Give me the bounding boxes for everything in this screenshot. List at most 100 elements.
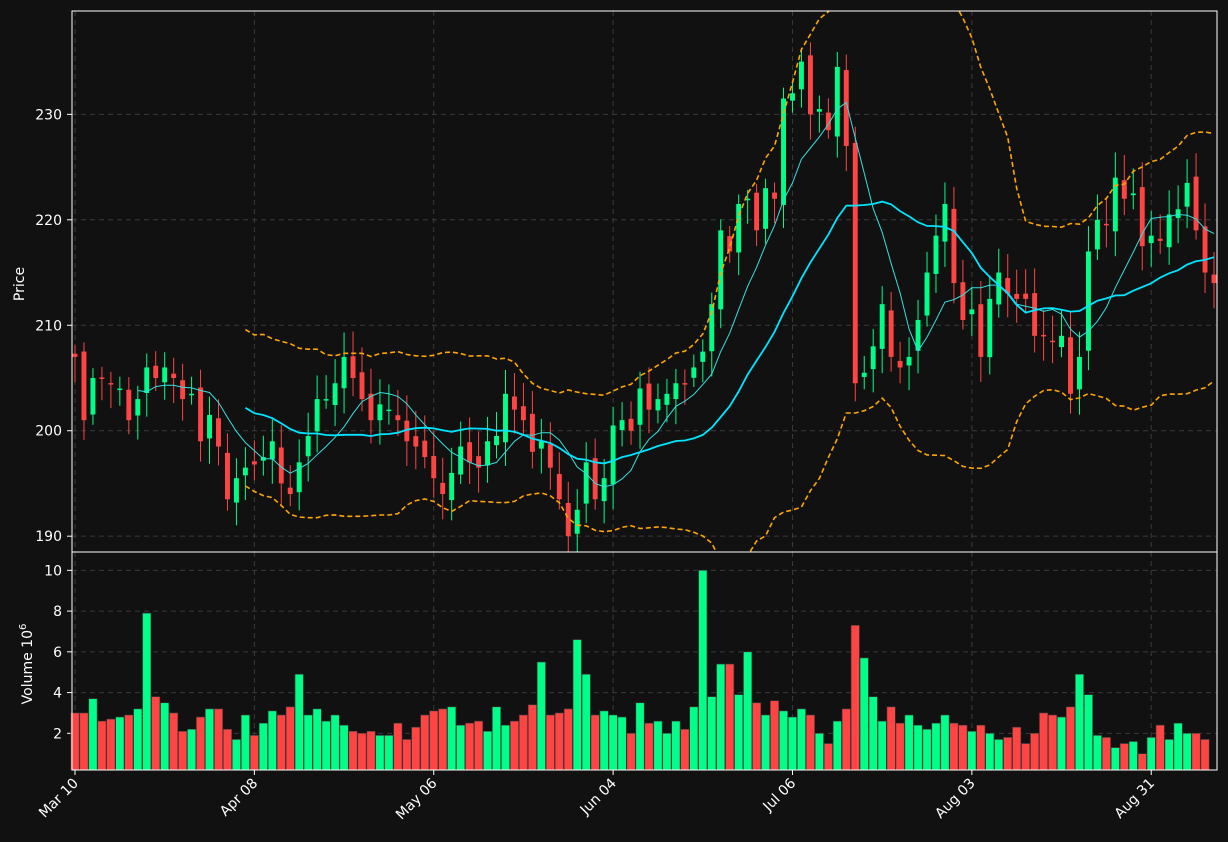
volume-bar — [841, 708, 851, 771]
candle-body — [81, 351, 87, 421]
candle-body — [915, 319, 921, 351]
volume-bar — [527, 704, 537, 771]
volume-bar — [644, 722, 654, 771]
volume-bar — [536, 661, 546, 771]
candle-body — [449, 472, 455, 501]
candle — [171, 357, 177, 404]
volume-bar — [518, 714, 528, 771]
volume-bar — [1021, 743, 1031, 771]
candle-body — [171, 373, 177, 378]
candle-body — [287, 487, 293, 494]
candle-body — [485, 441, 491, 466]
candle — [81, 342, 87, 440]
candle — [117, 376, 123, 406]
candle — [816, 95, 822, 133]
candle-body — [278, 447, 284, 484]
candle-body — [511, 396, 517, 410]
volume-bar — [258, 722, 268, 771]
volume-bar — [1039, 712, 1049, 771]
volume-bar — [814, 733, 824, 771]
volume-bar — [1003, 737, 1013, 771]
candle — [386, 384, 392, 425]
volume-bar — [1083, 694, 1093, 771]
volume-bar — [133, 708, 143, 771]
candle-body — [1041, 334, 1047, 337]
volume-bar — [779, 710, 788, 771]
candle-body — [1184, 182, 1190, 207]
volume-bar — [222, 728, 232, 771]
volume-bar — [240, 714, 250, 771]
candle — [242, 447, 248, 500]
volume-tick-label: 10 — [44, 563, 62, 579]
candle-body — [1005, 278, 1011, 294]
candle-body — [1166, 214, 1172, 248]
candle — [99, 366, 105, 401]
candle — [942, 182, 948, 267]
candle-body — [996, 272, 1002, 305]
volume-bar — [1074, 673, 1084, 771]
volume-bar — [1128, 741, 1138, 771]
candle — [996, 248, 1002, 318]
candle-body — [700, 351, 706, 362]
volume-bar — [402, 739, 412, 771]
candle — [485, 416, 491, 483]
volume-bar — [788, 716, 797, 771]
volume-bar — [994, 739, 1004, 771]
volume-bar — [438, 708, 448, 771]
candle — [1184, 159, 1190, 229]
candle — [503, 370, 508, 466]
candle-body — [781, 98, 786, 205]
candle-body — [834, 66, 840, 137]
volume-bar — [931, 722, 941, 771]
candle — [413, 410, 419, 470]
volume-bar — [384, 735, 394, 771]
price-panel: 190 200 210 220 230 — [35, 10, 1218, 553]
volume-bar — [196, 716, 206, 771]
volume-bar — [554, 712, 564, 771]
candle — [852, 126, 858, 402]
candle-body — [601, 478, 607, 502]
candle-body — [565, 502, 571, 537]
candle-body — [574, 509, 580, 534]
candle-body — [341, 356, 347, 389]
candle — [1211, 251, 1217, 309]
x-tick-label: May 06 — [393, 775, 441, 823]
candle-body — [144, 367, 150, 394]
candle-body — [933, 235, 939, 274]
volume-bar — [276, 714, 286, 771]
candle — [807, 42, 813, 140]
candle-body — [1202, 226, 1208, 273]
candle-body — [888, 310, 894, 357]
volume-bar — [1119, 743, 1129, 771]
candle — [476, 431, 482, 493]
volume-bar — [348, 730, 358, 771]
candle — [610, 406, 616, 510]
candle-body — [727, 236, 733, 252]
x-tick-label: Apr 08 — [217, 776, 261, 820]
candle-body — [404, 420, 410, 442]
candle — [494, 411, 499, 459]
volume-bar — [1137, 753, 1147, 771]
candle — [825, 98, 831, 139]
volume-bar — [1092, 735, 1102, 771]
volume-bar — [958, 724, 968, 771]
candle-body — [108, 383, 114, 385]
candle-body — [251, 461, 257, 465]
volume-bar — [509, 720, 519, 771]
volume-bar — [1200, 739, 1210, 771]
candle-body — [556, 473, 562, 500]
candle-body — [99, 377, 105, 379]
candle-body — [1094, 219, 1100, 250]
volume-axis-title: Volume 106 — [18, 624, 36, 705]
volume-bar — [617, 716, 627, 771]
volume-bar — [770, 700, 780, 771]
bollinger-lower-line — [244, 380, 1215, 552]
candle — [664, 378, 670, 423]
candle-body — [583, 462, 589, 504]
candle-body — [90, 377, 96, 415]
volume-bar — [743, 651, 753, 771]
candle-body — [987, 298, 993, 358]
candle-body — [906, 356, 912, 366]
volume-bar — [599, 710, 609, 771]
volume-bar — [823, 743, 833, 771]
